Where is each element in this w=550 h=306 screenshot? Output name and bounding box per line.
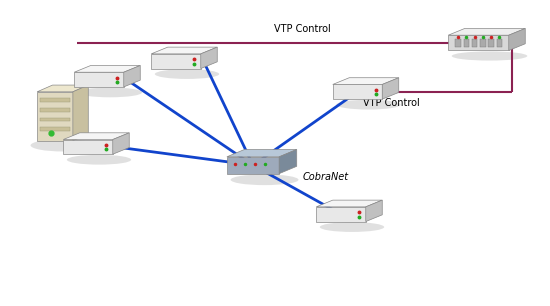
Text: VTP Control: VTP Control <box>363 98 420 108</box>
Polygon shape <box>37 92 73 141</box>
Polygon shape <box>366 200 382 222</box>
Polygon shape <box>151 54 201 69</box>
Polygon shape <box>455 39 461 47</box>
Polygon shape <box>74 72 124 87</box>
Polygon shape <box>448 28 525 35</box>
Ellipse shape <box>78 88 142 97</box>
Text: VTP Control: VTP Control <box>274 24 331 34</box>
Ellipse shape <box>320 222 384 232</box>
Polygon shape <box>201 47 217 69</box>
Polygon shape <box>448 35 509 50</box>
Polygon shape <box>333 84 382 99</box>
Polygon shape <box>472 39 477 47</box>
Polygon shape <box>113 133 129 154</box>
Polygon shape <box>227 157 279 174</box>
Ellipse shape <box>336 100 400 110</box>
Polygon shape <box>497 39 502 47</box>
Polygon shape <box>316 207 366 222</box>
Polygon shape <box>37 85 88 92</box>
Polygon shape <box>41 108 69 112</box>
Polygon shape <box>509 28 525 50</box>
Polygon shape <box>227 150 297 157</box>
Polygon shape <box>151 47 217 54</box>
Polygon shape <box>73 85 88 141</box>
Ellipse shape <box>31 139 95 151</box>
Polygon shape <box>41 127 69 131</box>
Polygon shape <box>41 98 69 102</box>
Polygon shape <box>480 39 486 47</box>
Polygon shape <box>488 39 494 47</box>
Ellipse shape <box>230 174 299 185</box>
Ellipse shape <box>155 69 219 79</box>
Polygon shape <box>464 39 469 47</box>
Text: CobraNet: CobraNet <box>302 172 349 182</box>
Polygon shape <box>316 200 382 207</box>
Ellipse shape <box>452 51 527 61</box>
Polygon shape <box>124 65 140 87</box>
Polygon shape <box>63 140 113 154</box>
Polygon shape <box>41 118 69 121</box>
Polygon shape <box>74 65 140 72</box>
Polygon shape <box>382 78 399 99</box>
Ellipse shape <box>67 155 131 165</box>
Polygon shape <box>63 133 129 140</box>
Polygon shape <box>279 150 297 174</box>
Polygon shape <box>333 78 399 84</box>
